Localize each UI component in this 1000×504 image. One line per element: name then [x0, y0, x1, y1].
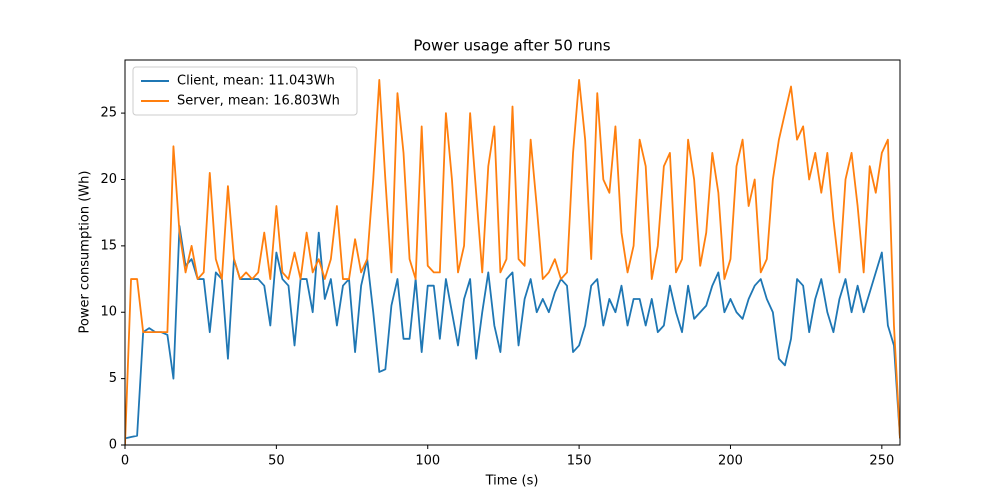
x-tick-label: 0 — [121, 454, 129, 469]
x-tick-label: 250 — [869, 454, 894, 469]
y-tick-label: 25 — [100, 106, 117, 121]
x-tick-label: 150 — [567, 454, 592, 469]
plot-frame — [124, 59, 901, 446]
legend-box — [132, 66, 358, 116]
y-tick-label: 15 — [100, 238, 117, 253]
legend-label: Server, mean: 16.803Wh — [177, 94, 340, 109]
y-axis-label: Power consumption (Wh) — [78, 171, 93, 334]
x-tick-label: 100 — [415, 454, 440, 469]
y-tick-label: 20 — [100, 172, 117, 187]
x-tick-label: 200 — [718, 454, 743, 469]
chart-title: Power usage after 50 runs — [413, 37, 610, 55]
y-tick-label: 10 — [100, 305, 117, 320]
legend-label: Client, mean: 11.043Wh — [177, 74, 335, 89]
series-line — [125, 79, 900, 445]
series-line — [125, 225, 900, 440]
x-tick-label: 50 — [268, 454, 285, 469]
y-tick-label: 5 — [109, 371, 117, 386]
y-tick-label: 0 — [109, 438, 117, 453]
x-axis-label: Time (s) — [485, 474, 539, 489]
